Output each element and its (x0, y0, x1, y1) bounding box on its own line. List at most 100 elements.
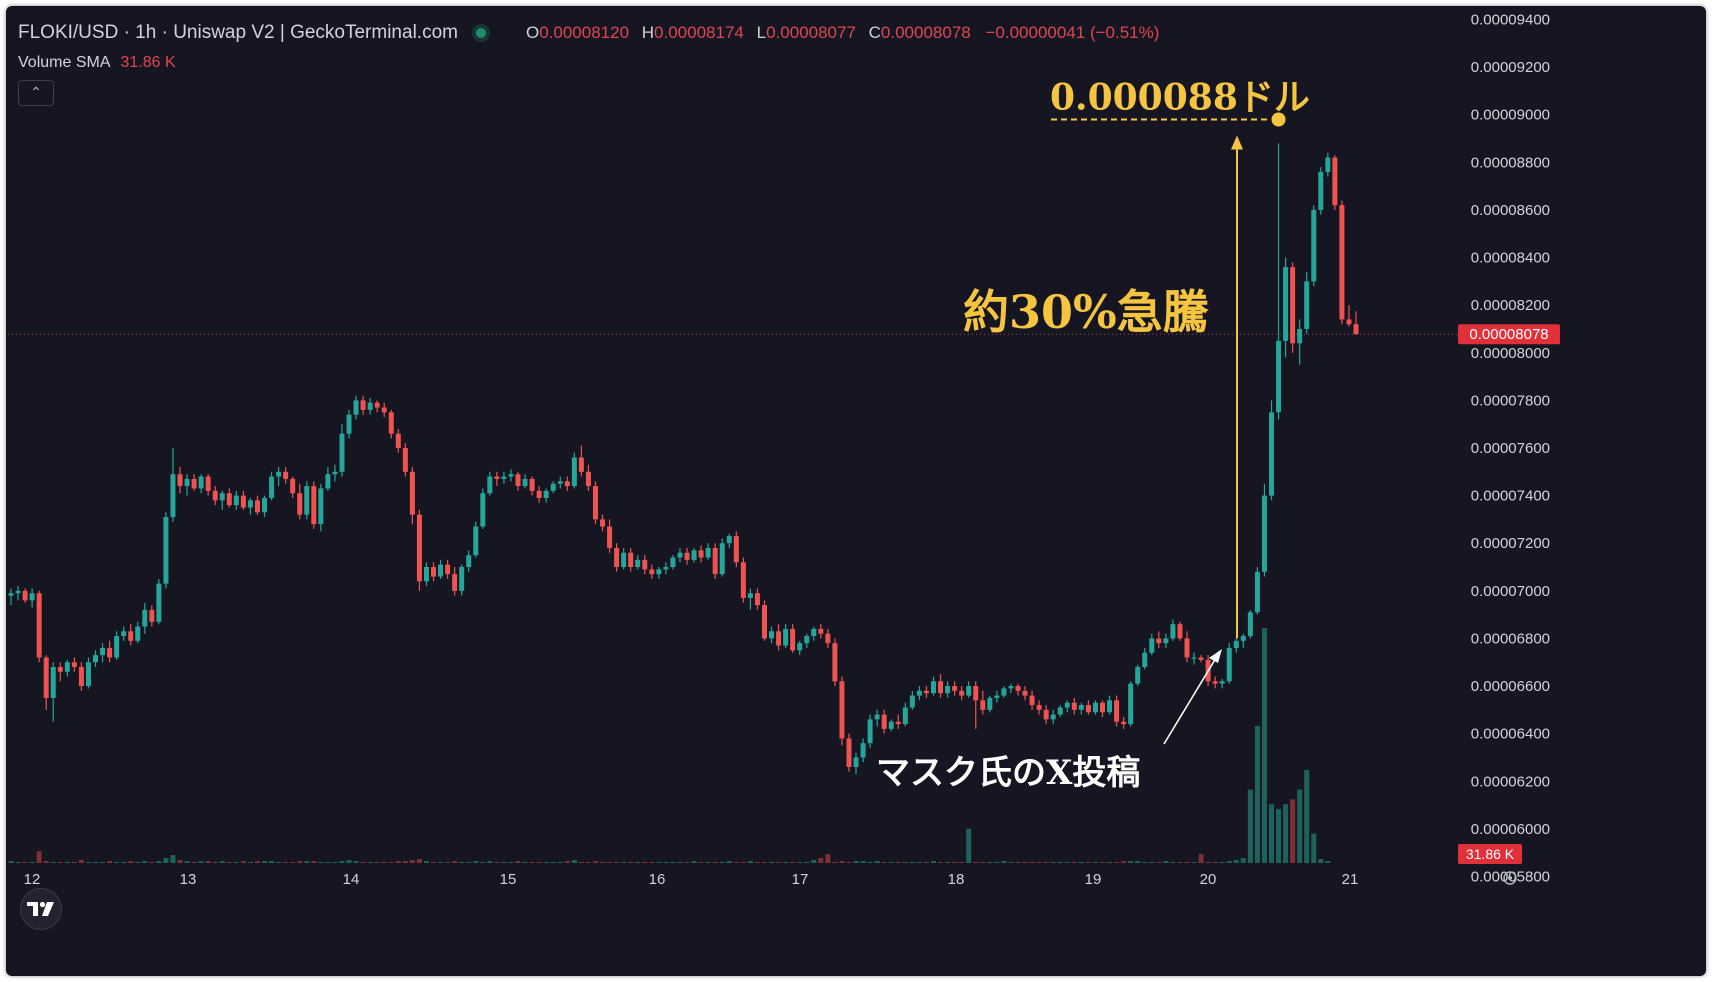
volume-bar (283, 862, 289, 863)
price-chart[interactable]: 0.00009400 0.00009200 0.00009000 0.00008800… (6, 6, 1706, 976)
candle (607, 519, 613, 553)
candle (1036, 700, 1042, 715)
volume-bar (966, 828, 972, 863)
candle (494, 471, 500, 487)
tradingview-logo[interactable] (20, 888, 62, 930)
candle (198, 474, 204, 494)
candle-body (621, 552, 627, 568)
chart-legend: FLOKI/USD · 1h · Uniswap V2 | GeckoTermi… (18, 22, 1159, 44)
volume-bar (1212, 862, 1218, 863)
candle-body (50, 667, 56, 698)
volume-bar (571, 860, 577, 863)
price-change: −0.00000041 (−0.51%) (985, 23, 1160, 42)
volume-bar (466, 862, 472, 863)
candle (1008, 683, 1014, 694)
volume-bar (388, 862, 394, 863)
candle (1276, 143, 1282, 420)
volume-bar (459, 862, 465, 863)
candle-body (959, 690, 965, 696)
candle (797, 640, 803, 656)
candle-body (1191, 657, 1197, 659)
volume-bar (607, 862, 613, 863)
candle-body (1261, 495, 1267, 572)
volume-bar (494, 862, 500, 863)
volume-bar (1233, 860, 1239, 863)
candle-body (790, 628, 796, 651)
volume-bar (1163, 861, 1169, 863)
volume-bar (1071, 862, 1077, 863)
candle-body (318, 488, 324, 525)
chart-frame: 0.00009400 0.00009200 0.00009000 0.00008800… (6, 6, 1706, 976)
candle-body (473, 526, 479, 556)
candle (508, 469, 514, 482)
volume-bar (635, 862, 641, 863)
candle (395, 428, 401, 453)
volume-bar (367, 862, 373, 863)
ohlc-high-key: H (641, 23, 655, 42)
candle-body (909, 695, 915, 708)
candle-body (15, 590, 21, 594)
x-tick-label: 16 (649, 871, 666, 888)
candle (1268, 400, 1274, 501)
volume-bar (205, 861, 211, 863)
candle-body (635, 559, 641, 568)
volume-bar (156, 861, 162, 863)
candle (712, 543, 718, 579)
candle (895, 714, 901, 729)
volume-bar (1092, 862, 1098, 863)
candle (142, 602, 148, 634)
candle (1149, 633, 1155, 656)
candle-body (1135, 667, 1141, 684)
volume-bar (219, 861, 225, 863)
volume-bar (677, 862, 683, 863)
volume-bar (1043, 862, 1049, 863)
candle (367, 398, 373, 415)
candle-body (8, 593, 14, 596)
volume-bar (733, 862, 739, 863)
candle (170, 448, 176, 522)
candle (1128, 681, 1134, 727)
candle (550, 481, 556, 494)
candle-body (1008, 686, 1014, 689)
volume-bar (874, 861, 880, 863)
candle (663, 562, 669, 575)
volume-bar (1050, 862, 1056, 863)
candle (1226, 643, 1232, 684)
candle-body (508, 474, 514, 477)
candle-body (1184, 638, 1190, 658)
collapse-legend-button[interactable]: ⌃ (18, 80, 54, 106)
candle-body (1121, 721, 1127, 725)
candle (776, 624, 782, 651)
candle-body (902, 707, 908, 725)
settings-icon[interactable] (1503, 871, 1517, 885)
candle-body (276, 471, 282, 477)
candle (677, 547, 683, 563)
candle (747, 588, 753, 610)
candle-body (712, 547, 718, 575)
candle (1283, 257, 1289, 358)
candle-body (205, 476, 211, 491)
candle (987, 695, 993, 713)
candle-body (149, 609, 155, 622)
candle-body (416, 514, 422, 582)
volume-bar (1184, 862, 1190, 863)
candle-body (916, 690, 922, 696)
surge-label: 約30%急騰 (963, 285, 1210, 339)
volume-bar (212, 862, 218, 863)
volume-bar (226, 862, 232, 863)
candle (1318, 167, 1324, 215)
candle-body (515, 474, 521, 487)
candle-body (71, 662, 77, 667)
candle (769, 626, 775, 644)
volume-bar (902, 862, 908, 863)
candle (107, 640, 113, 663)
volume-bar (705, 862, 711, 863)
volume-bar (64, 862, 70, 863)
volume-bars (8, 628, 1331, 863)
rise-arrow-head (1231, 135, 1243, 150)
candle-body (818, 628, 824, 634)
candle-body (212, 490, 218, 501)
candle (438, 559, 444, 579)
candle (269, 471, 275, 501)
candle-body (36, 593, 42, 658)
